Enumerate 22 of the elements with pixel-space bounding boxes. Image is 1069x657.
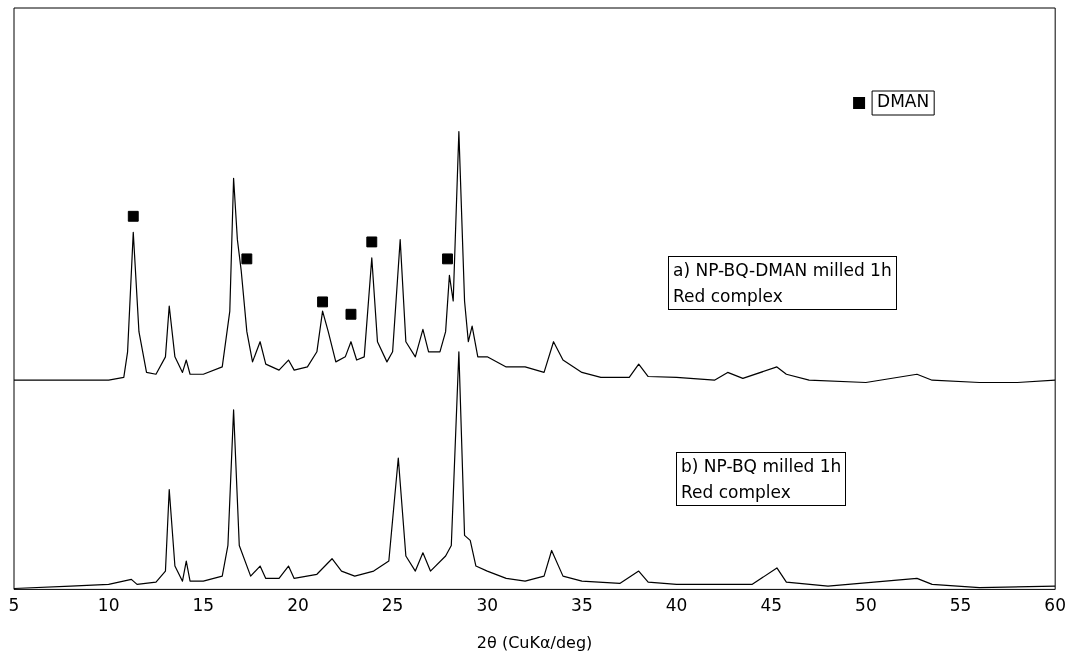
x-tick-label: 45: [760, 595, 783, 616]
x-tick-label: 20: [287, 595, 309, 616]
point: [366, 236, 378, 248]
x-tick-label: 40: [665, 595, 688, 616]
x-tick-label: 35: [571, 595, 593, 616]
annotation: a) NP-BQ-DMAN milled 1h Red complex: [668, 256, 897, 310]
point: [127, 210, 139, 222]
x-tick-label: 15: [192, 595, 215, 616]
annotation: b) NP-BQ milled 1h Red complex: [676, 452, 847, 506]
x-axis-title: 2θ (CuKα/deg): [476, 632, 593, 652]
point: [442, 253, 453, 265]
point: [345, 308, 357, 320]
x-tick-label: 10: [97, 595, 120, 616]
x-tick-label: 5: [8, 595, 20, 616]
point: [317, 296, 329, 308]
x-tick-label: 30: [476, 595, 499, 616]
x-tick-label: 50: [855, 595, 877, 616]
point: [241, 253, 253, 265]
legend-label: DMAN: [877, 91, 930, 112]
x-tick-label: 60: [1044, 595, 1066, 616]
x-tick-label: 25: [381, 595, 404, 616]
x-tick-label: 55: [949, 595, 972, 616]
